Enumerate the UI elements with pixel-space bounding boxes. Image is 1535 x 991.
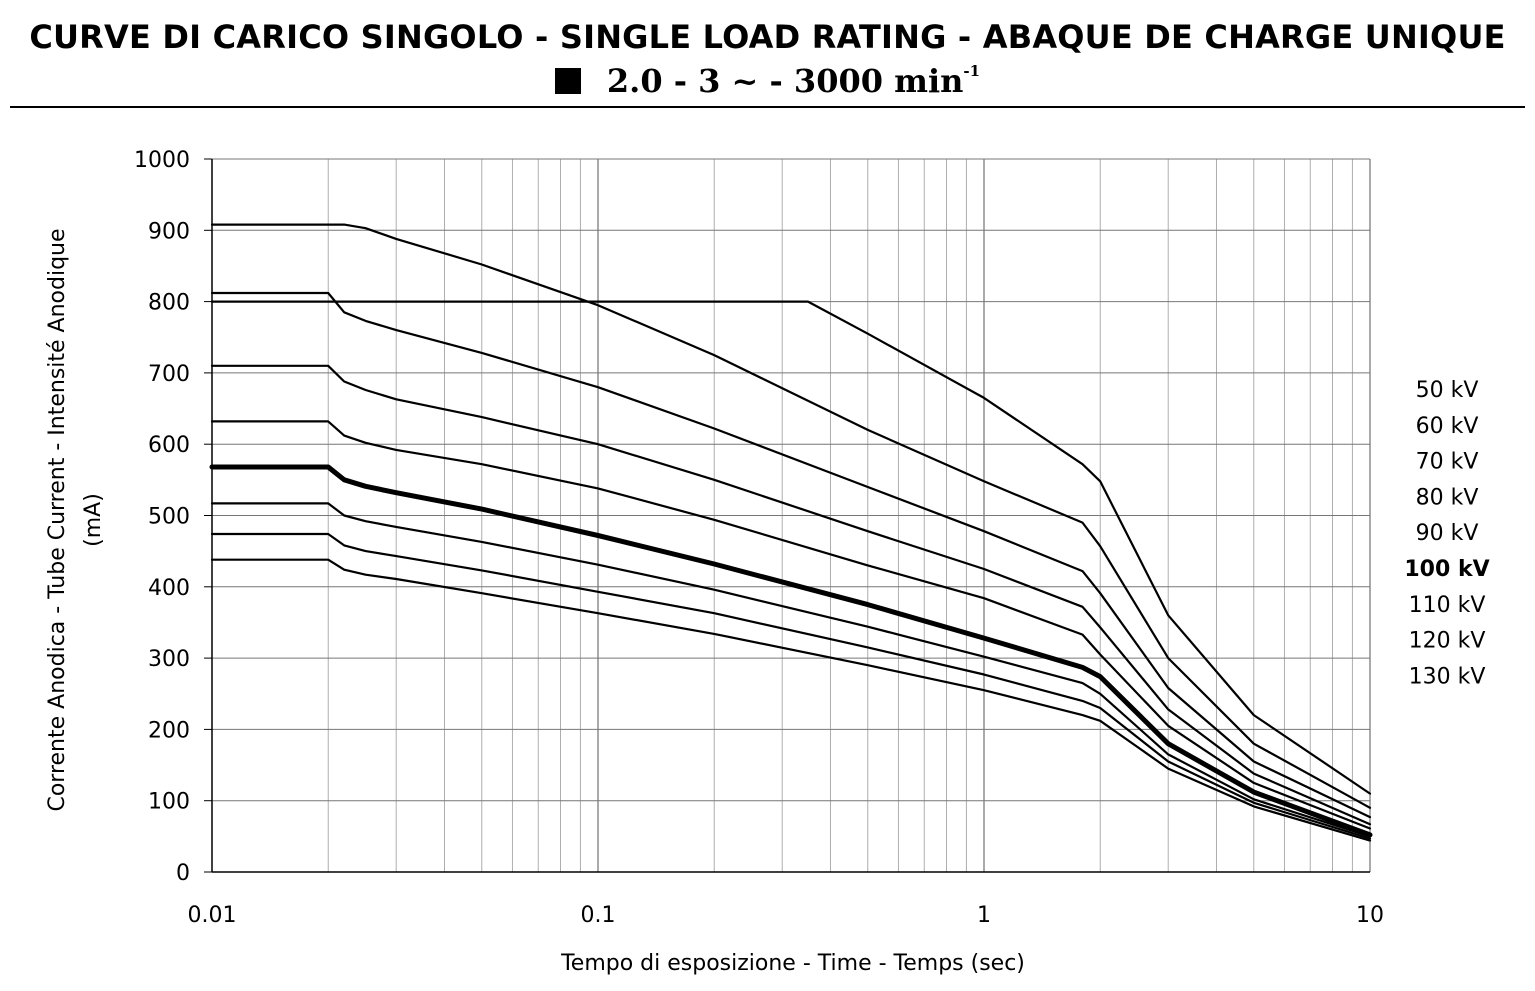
legend-item-0: 50 kV — [1416, 378, 1479, 403]
series-line-3 — [210, 364, 1372, 826]
y-tick-label: 500 — [148, 505, 190, 530]
x-tick-label: 0.01 — [188, 903, 237, 928]
x-tick-label: 0.1 — [581, 903, 616, 928]
x-tick-label: 10 — [1356, 903, 1384, 928]
legend-item-7: 120 kV — [1409, 629, 1486, 654]
series-line-4 — [210, 420, 1372, 830]
header-rule — [10, 106, 1525, 108]
legend-item-5: 100 kV — [1404, 557, 1489, 582]
y-tick-label: 600 — [148, 433, 190, 458]
y-tick-label: 300 — [148, 647, 190, 672]
series-line-6 — [210, 502, 1372, 838]
legend-item-6: 110 kV — [1409, 593, 1486, 618]
legend-item-3: 80 kV — [1416, 485, 1479, 510]
axis-labels: 0.01 0.1 1 10010020030040050060070080090010… — [45, 148, 1384, 976]
legend-item-8: 130 kV — [1409, 664, 1486, 689]
y-tick-label: 0 — [176, 861, 190, 886]
axes — [204, 158, 1370, 873]
series-lines — [209, 223, 1373, 842]
subtitle-superscript: -1 — [963, 62, 981, 80]
legend-item-1: 60 kV — [1416, 414, 1479, 439]
x-axis-title: Tempo di esposizione - Time - Temps (sec… — [560, 951, 1025, 976]
y-axis-unit: (mA) — [81, 493, 106, 547]
chart-subtitle: 2.0 - 3 ~ - 3000 min-1 — [0, 62, 1535, 100]
y-tick-label: 100 — [148, 790, 190, 815]
black-square-icon — [554, 68, 581, 94]
legend-item-2: 70 kV — [1416, 450, 1479, 475]
series-line-1 — [210, 223, 1372, 809]
y-tick-label: 1000 — [134, 148, 190, 173]
series-line-5 — [209, 464, 1373, 838]
y-tick-label: 400 — [148, 576, 190, 601]
y-tick-label: 200 — [148, 718, 190, 743]
x-tick-label: 1 — [977, 903, 991, 928]
subtitle-text: 2.0 - 3 ~ - 3000 min — [606, 62, 964, 100]
y-tick-label: 800 — [148, 291, 190, 316]
y-tick-label: 700 — [148, 362, 190, 387]
chart-title: CURVE DI CARICO SINGOLO - SINGLE LOAD RA… — [29, 18, 1506, 56]
series-line-0 — [210, 300, 1372, 795]
series-line-8 — [210, 558, 1372, 842]
y-axis-title: Corrente Anodica - Tube Current - Intens… — [45, 228, 70, 811]
series-line-2 — [210, 291, 1372, 819]
y-tick-label: 900 — [148, 219, 190, 244]
grid — [211, 158, 1371, 873]
series-line-7 — [210, 532, 1372, 840]
legend-item-4: 90 kV — [1416, 521, 1479, 546]
legend: 50 kV 60 kV 70 kV 80 kV 90 kV 100 kV 110 kV 120… — [1404, 378, 1489, 689]
